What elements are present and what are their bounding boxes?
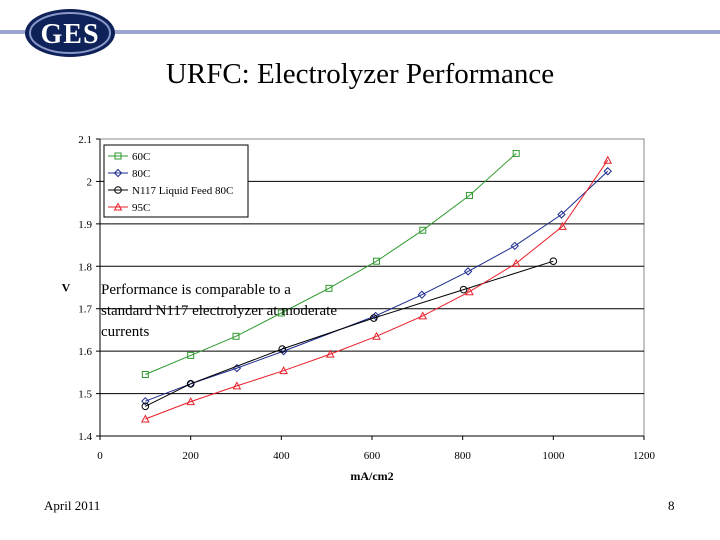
series-line (145, 159, 609, 420)
x-tick-label: 1000 (542, 450, 565, 462)
y-axis-label: V (62, 281, 71, 295)
data-point-triangle (418, 311, 428, 320)
data-point-triangle (279, 366, 288, 375)
x-tick-label: 400 (273, 450, 290, 462)
y-tick-label: 1.6 (78, 346, 92, 358)
data-point-diamond (557, 210, 566, 219)
legend-label: N117 Liquid Feed 80C (132, 185, 233, 197)
data-point-circle (141, 402, 150, 411)
data-point-circle (459, 285, 468, 294)
legend-label: 95C (132, 202, 150, 214)
legend-label: 80C (132, 168, 150, 180)
x-tick-label: 1200 (633, 450, 656, 462)
slide-title: URFC: Electrolyzer Performance (165, 58, 555, 90)
series-line (145, 170, 609, 402)
x-axis-label: mA/cm2 (350, 469, 393, 483)
page-number: 8 (668, 498, 675, 513)
data-point-diamond (113, 168, 123, 178)
series-n117-liquid-feed-80c (141, 257, 558, 411)
data-point-square (465, 191, 473, 199)
data-point-square (187, 351, 195, 359)
data-point-square (419, 226, 427, 234)
ges-logo: GES (25, 9, 115, 57)
data-point-triangle (603, 155, 613, 164)
series-95c (140, 155, 613, 423)
data-point-diamond (141, 397, 150, 406)
y-tick-label: 1.8 (78, 261, 92, 273)
data-point-square (114, 152, 122, 160)
data-point-triangle (140, 414, 150, 423)
data-point-square (277, 309, 285, 317)
data-point-triangle (325, 349, 335, 358)
y-tick-label: 1.9 (78, 219, 92, 231)
data-point-square (232, 332, 240, 340)
data-point-square (325, 284, 333, 292)
series-60c (141, 149, 520, 378)
y-tick-label: 1.4 (78, 431, 92, 443)
data-point-triangle (465, 287, 474, 296)
footer-date: April 2011 (44, 498, 101, 513)
legend: 60C 80C N117 Liquid Feed 80C 95C (103, 144, 249, 218)
x-tick-label: 800 (454, 450, 471, 462)
data-point-square (141, 370, 149, 378)
header-divider-line (0, 30, 720, 34)
y-tick-label: 2.1 (78, 134, 92, 146)
logo-text: GES (40, 19, 99, 50)
data-point-diamond (603, 167, 612, 176)
legend-box (103, 144, 249, 218)
x-tick-label: 200 (182, 450, 199, 462)
data-point-triangle (558, 221, 567, 230)
data-point-triangle (232, 381, 242, 390)
data-point-triangle (372, 331, 381, 340)
x-tick-label: 0 (97, 450, 103, 462)
data-point-circle (370, 314, 378, 322)
data-point-diamond (417, 290, 427, 299)
data-point-circle (278, 345, 287, 353)
chart-annotation: Performance is comparable to a standard … (101, 282, 338, 340)
data-point-triangle (186, 397, 196, 406)
data-point-diamond (279, 346, 288, 356)
legend-label: 60C (132, 151, 150, 163)
data-point-square (512, 149, 520, 157)
data-point-triangle (113, 202, 123, 211)
y-tick-label: 1.5 (78, 389, 92, 401)
data-point-circle (114, 186, 122, 194)
y-tick-label: 2 (87, 176, 93, 188)
series-line (145, 153, 517, 375)
data-point-diamond (463, 267, 473, 276)
data-point-triangle (511, 258, 521, 267)
data-point-circle (186, 380, 195, 388)
data-point-square (373, 257, 381, 265)
data-point-circle (549, 257, 558, 265)
x-tick-label: 600 (364, 450, 381, 462)
series-line (145, 260, 554, 407)
y-tick-label: 1.7 (78, 304, 92, 316)
data-point-diamond (510, 241, 520, 251)
